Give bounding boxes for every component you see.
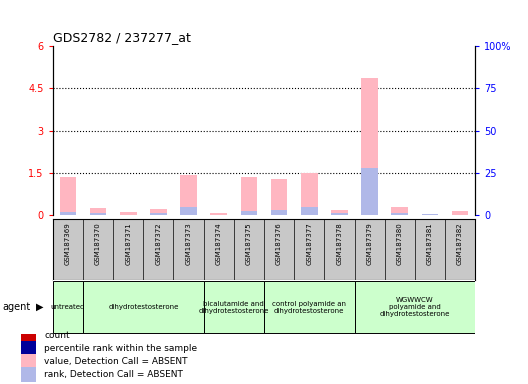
Bar [60,212,76,215]
Bar [361,168,378,215]
Bar [211,213,227,215]
Text: WGWWCW
polyamide and
dihydrotestosterone: WGWWCW polyamide and dihydrotestosterone [380,297,450,317]
Bar [53,281,83,333]
Bar [391,213,408,215]
Bar [180,207,197,215]
Bar [354,281,475,333]
Bar [21,354,36,369]
Bar [391,207,408,215]
Bar [150,213,167,215]
Bar [180,175,197,215]
Bar [301,173,317,215]
Text: ▶: ▶ [36,302,43,312]
Bar [21,328,36,343]
Bar [361,78,378,215]
Bar [331,210,348,215]
Bar [21,341,36,356]
Bar [90,208,106,215]
Text: GSM187370: GSM187370 [95,222,101,265]
Text: untreated: untreated [51,304,85,310]
Text: GSM187378: GSM187378 [336,222,343,265]
Text: GDS2782 / 237277_at: GDS2782 / 237277_at [53,31,191,44]
Text: rank, Detection Call = ABSENT: rank, Detection Call = ABSENT [44,369,183,379]
Bar [422,214,438,215]
Bar [90,213,106,215]
Text: GSM187371: GSM187371 [125,222,131,265]
Bar [150,209,167,215]
Bar [21,366,36,382]
Bar [271,179,287,215]
Text: GSM187376: GSM187376 [276,222,282,265]
Text: GSM187373: GSM187373 [185,222,192,265]
Text: GSM187374: GSM187374 [216,222,222,265]
Text: count: count [44,331,70,339]
Bar [120,212,137,215]
Text: dihydrotestosterone: dihydrotestosterone [108,304,178,310]
Bar [83,281,204,333]
Bar [301,207,317,215]
Text: GSM187372: GSM187372 [155,222,162,265]
Text: GSM187382: GSM187382 [457,222,463,265]
Text: bicalutamide and
dihydrotestosterone: bicalutamide and dihydrotestosterone [199,301,269,314]
Text: GSM187381: GSM187381 [427,222,433,265]
Bar [422,214,438,215]
Bar [452,211,468,215]
Text: GSM187377: GSM187377 [306,222,312,265]
Bar [60,177,76,215]
Bar [264,281,354,333]
Text: GSM187380: GSM187380 [397,222,403,265]
Bar [241,177,257,215]
Bar [241,211,257,215]
Text: GSM187375: GSM187375 [246,222,252,265]
Text: percentile rank within the sample: percentile rank within the sample [44,344,197,353]
Text: control polyamide an
dihydrotestosterone: control polyamide an dihydrotestosterone [272,301,346,314]
Bar [331,214,348,215]
Bar [271,210,287,215]
Bar [204,281,264,333]
Text: GSM187379: GSM187379 [366,222,373,265]
Text: GSM187369: GSM187369 [65,222,71,265]
Text: value, Detection Call = ABSENT: value, Detection Call = ABSENT [44,356,187,366]
Text: agent: agent [3,302,31,312]
